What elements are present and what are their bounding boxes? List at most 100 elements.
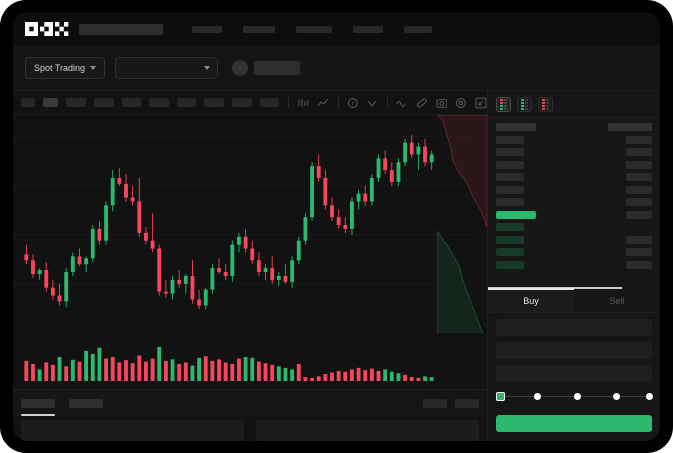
orderbook-bid-row-1[interactable] xyxy=(496,223,652,231)
orderbook-ask-row-6[interactable] xyxy=(496,198,652,206)
candlestick-chart[interactable] xyxy=(13,115,487,333)
trading-mode-label: Spot Trading xyxy=(34,63,86,73)
order-price-field[interactable] xyxy=(496,319,652,336)
orderbook-bid-row-2-price xyxy=(496,235,524,244)
orderbook-header-row[interactable] xyxy=(496,123,652,131)
orderbook-bid-row-1-price xyxy=(496,223,524,231)
settings-icon[interactable] xyxy=(455,97,467,109)
orderbook-ask-row-3[interactable] xyxy=(496,160,652,169)
buy-sell-tabs: Buy Sell xyxy=(488,288,660,313)
tab-sell[interactable]: Sell xyxy=(574,289,660,312)
amount-percent-slider[interactable] xyxy=(496,391,653,403)
market-subheader: Spot Trading xyxy=(13,46,660,115)
orderbook-header-row-price xyxy=(496,123,536,131)
order-total-field[interactable] xyxy=(496,365,652,382)
orderbook-mode-asks[interactable] xyxy=(538,97,553,112)
bottom-panel-right[interactable] xyxy=(256,420,479,441)
slider-stop-100[interactable] xyxy=(646,393,653,400)
nav-item-more[interactable] xyxy=(404,25,432,33)
okx-logo-icon[interactable] xyxy=(25,22,69,36)
timeframe-more[interactable] xyxy=(259,98,280,107)
orderbook-ask-row-6-price xyxy=(496,198,524,206)
orderbook-mode-bids[interactable] xyxy=(517,97,532,112)
orderbook-ask-row-6-size xyxy=(626,198,652,206)
main-nav xyxy=(192,25,432,33)
camera-icon[interactable] xyxy=(436,97,448,109)
orderbook-bid-row-3-size xyxy=(626,248,652,256)
order-book-panel xyxy=(487,91,660,289)
volume-histogram[interactable] xyxy=(13,333,487,389)
timeframe-1mo[interactable] xyxy=(231,98,252,107)
orderbook-bid-row-4[interactable] xyxy=(496,260,652,269)
orderbook-ask-row-5-size xyxy=(626,185,652,194)
timeframe-5m[interactable] xyxy=(42,98,59,107)
orderbook-ask-row-4[interactable] xyxy=(496,173,652,181)
timeframe-1d[interactable] xyxy=(176,98,197,107)
tab-sell-label: Sell xyxy=(609,295,625,306)
orderbook-ask-row-4-price xyxy=(496,173,524,181)
timeframe-4h[interactable] xyxy=(149,98,169,107)
asks-only-icon xyxy=(542,99,545,110)
timeframe-30m[interactable] xyxy=(94,98,114,107)
timeframe-1m[interactable] xyxy=(21,98,35,107)
timeframe-1w[interactable] xyxy=(204,98,224,107)
nav-item-markets[interactable] xyxy=(192,25,222,33)
top-header xyxy=(13,12,660,46)
bottom-action-1[interactable] xyxy=(423,399,447,408)
orderbook-ask-row-2-price xyxy=(496,148,524,156)
bottom-tab-open-orders[interactable] xyxy=(21,399,55,416)
orderbook-ask-row-1-size xyxy=(626,135,652,144)
bottom-action-2[interactable] xyxy=(455,399,479,408)
wave-icon[interactable] xyxy=(396,97,408,109)
order-amount-field[interactable] xyxy=(496,342,652,359)
trading-mode-select[interactable]: Spot Trading xyxy=(25,57,106,79)
nav-item-derivatives[interactable] xyxy=(296,25,332,33)
slider-handle[interactable] xyxy=(496,392,505,401)
slider-stop-25[interactable] xyxy=(534,393,541,400)
orderbook-ask-row-1-price xyxy=(496,135,524,144)
slider-stop-50[interactable] xyxy=(574,393,581,400)
orderbook-bid-row-2[interactable] xyxy=(496,235,652,244)
timeframe-15m[interactable] xyxy=(66,98,86,107)
slider-stop-75[interactable] xyxy=(613,393,620,400)
orderbook-ask-row-1[interactable] xyxy=(496,135,652,144)
chevron-down-icon xyxy=(90,66,97,70)
svg-text:f: f xyxy=(352,101,354,107)
volume-histogram-svg xyxy=(24,347,434,381)
orderbook-ask-row-3-price xyxy=(496,160,524,169)
order-book-mode-group xyxy=(488,91,660,118)
both-sides-icon xyxy=(500,99,503,110)
orderbook-last-price-row[interactable] xyxy=(496,210,652,219)
chevron-down-icon xyxy=(204,66,211,70)
toolbar-divider-3 xyxy=(387,97,389,108)
tab-buy[interactable]: Buy xyxy=(488,288,574,312)
orderbook-ask-row-5[interactable] xyxy=(496,185,652,194)
line-chart-icon[interactable] xyxy=(317,97,329,109)
orderbook-header-row-size xyxy=(608,123,652,131)
bottom-panel-left[interactable] xyxy=(21,420,244,441)
timeframe-1h[interactable] xyxy=(121,98,142,107)
bottom-tab-order-history[interactable] xyxy=(69,399,103,408)
last-price-value xyxy=(254,61,301,75)
nav-item-earn[interactable] xyxy=(353,25,383,33)
coin-avatar-icon xyxy=(232,60,249,76)
orderbook-bid-row-2-size xyxy=(626,235,652,244)
fullscreen-icon[interactable] xyxy=(475,97,487,109)
orderbook-ask-row-2-size xyxy=(626,148,652,156)
indicator-icon[interactable]: f xyxy=(347,97,359,109)
orders-tabbar xyxy=(13,389,487,417)
nav-item-trade[interactable] xyxy=(243,25,275,33)
ruler-icon[interactable] xyxy=(416,97,428,109)
orderbook-ask-row-2[interactable] xyxy=(496,148,652,156)
trading-pair-select[interactable] xyxy=(115,57,219,79)
orderbook-mode-both[interactable] xyxy=(496,97,511,112)
candlestick-chart-icon[interactable] xyxy=(297,97,309,109)
global-search-input[interactable] xyxy=(79,23,163,35)
orderbook-ask-row-3-size xyxy=(626,160,652,169)
compare-icon[interactable] xyxy=(366,97,378,109)
order-book-rows[interactable] xyxy=(488,118,660,269)
bids-only-icon xyxy=(521,99,524,110)
orderbook-bid-row-3[interactable] xyxy=(496,248,652,256)
submit-buy-button[interactable] xyxy=(496,415,652,432)
